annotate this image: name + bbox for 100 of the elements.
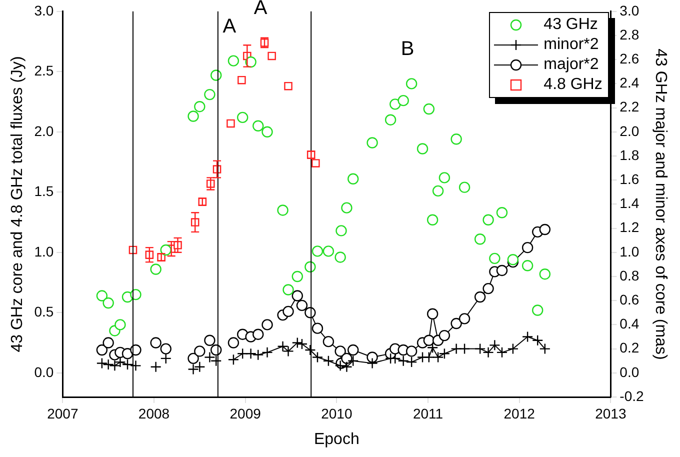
y2-axis-title: 43 GHz major and minor axes of core (mas) (652, 48, 669, 360)
point (341, 202, 352, 214)
point (432, 352, 444, 363)
point (322, 355, 334, 366)
point (489, 252, 500, 264)
point (188, 352, 199, 364)
point (322, 246, 334, 257)
point (150, 337, 162, 348)
point (228, 354, 240, 366)
legend-label: major*2 (544, 55, 599, 76)
point (426, 214, 438, 226)
point (160, 352, 172, 364)
annotation: A (222, 15, 237, 38)
y2-tick-label: 0.6 (620, 291, 640, 308)
point (204, 334, 216, 346)
point (522, 242, 534, 254)
point (228, 55, 240, 66)
point (458, 313, 470, 324)
point (438, 172, 450, 184)
point (341, 352, 352, 364)
point (366, 352, 378, 363)
point (406, 78, 418, 90)
point (532, 304, 544, 316)
point (450, 343, 462, 354)
annotation: A (254, 0, 268, 20)
y-tick-label: 1.5 (34, 183, 54, 200)
point (102, 337, 114, 348)
point (102, 297, 114, 309)
point (194, 346, 206, 357)
point (252, 328, 264, 340)
y2-tick-label: 2.2 (620, 98, 640, 115)
point (496, 264, 508, 276)
point (204, 88, 216, 100)
x-tick-label: 2012 (504, 405, 536, 422)
point (496, 207, 508, 218)
legend-label: 4.8 GHz (544, 75, 602, 96)
point (450, 318, 462, 330)
point (292, 290, 303, 302)
x-tick-label: 2008 (138, 405, 170, 422)
point (109, 360, 120, 372)
y2-tick-label: 0.0 (620, 364, 640, 380)
point (160, 244, 172, 256)
point (262, 126, 273, 138)
point (296, 338, 308, 350)
y-tick-label: 1.0 (34, 243, 54, 260)
point (450, 134, 462, 145)
y2-tick-label: 2.6 (620, 50, 640, 66)
point (238, 76, 246, 84)
point (150, 264, 162, 275)
point (268, 52, 276, 60)
point (322, 336, 334, 348)
point (539, 268, 551, 280)
point (228, 337, 240, 348)
point (482, 282, 494, 294)
point (522, 331, 534, 342)
point (341, 361, 352, 372)
point (426, 342, 438, 354)
x-tick-label: 2011 (412, 405, 444, 422)
point (252, 120, 264, 132)
point (348, 355, 359, 366)
point (384, 114, 396, 126)
point (406, 346, 418, 357)
point (96, 290, 108, 302)
point (482, 346, 494, 358)
point (423, 352, 435, 363)
y2-tick-label: 0.2 (620, 340, 640, 356)
point (348, 173, 359, 184)
point (416, 143, 428, 154)
y-tick-label: 0.0 (34, 364, 54, 380)
y-axis-title: 43 GHz core and 4.8 GHz total fluxes (Jy) (9, 56, 26, 352)
point (474, 291, 486, 303)
point (522, 260, 534, 272)
point (194, 361, 206, 372)
point (188, 110, 199, 122)
point (423, 103, 435, 115)
point (366, 137, 378, 148)
point (438, 348, 450, 360)
point (292, 270, 303, 282)
legend-label: 43 GHz (544, 15, 598, 36)
point (312, 159, 320, 168)
point (194, 100, 206, 112)
y2-tick-label: 0.8 (620, 267, 640, 284)
point (282, 284, 294, 296)
point (432, 185, 444, 197)
y2-tick-label: 3.0 (620, 2, 640, 18)
y2-tick-label: 1.4 (620, 195, 640, 212)
point (96, 358, 108, 369)
y2-tick-label: 1.0 (620, 243, 640, 260)
point (236, 348, 248, 360)
point (496, 346, 508, 358)
point (312, 246, 324, 257)
y2-tick-label: 0.4 (620, 316, 640, 332)
y2-tick-label: 2.8 (620, 26, 640, 42)
annotation: B (400, 38, 414, 60)
point (474, 234, 486, 245)
y-tick-label: 2.0 (34, 122, 54, 139)
point (426, 308, 438, 320)
point (539, 224, 551, 236)
point (336, 225, 347, 236)
point (262, 319, 273, 330)
